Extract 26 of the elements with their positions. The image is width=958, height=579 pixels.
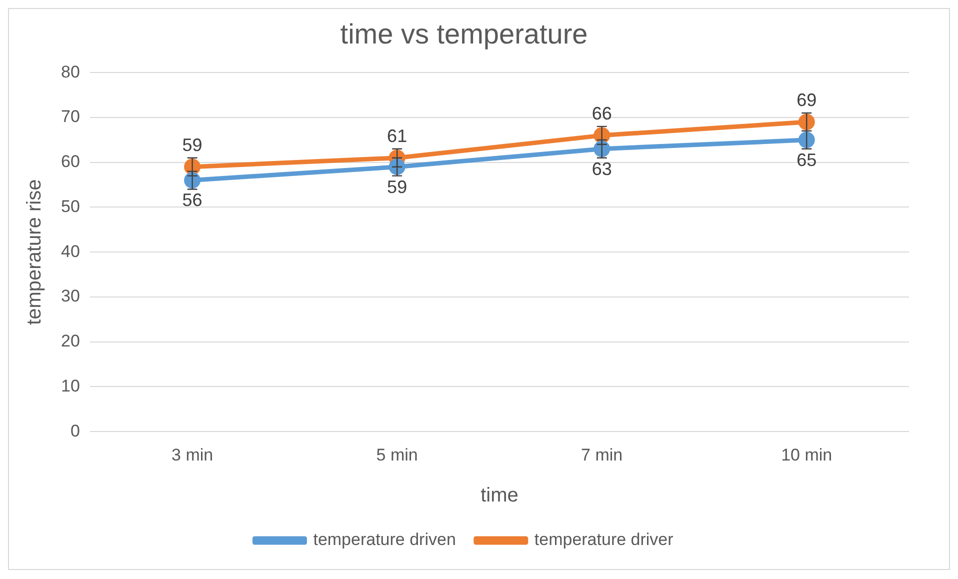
y-tick-label: 20 [60, 332, 80, 351]
data-label: 65 [796, 150, 817, 170]
data-label: 56 [182, 190, 202, 210]
y-tick-label: 10 [60, 376, 80, 396]
data-label: 59 [182, 134, 202, 155]
legend-label: temperature driven [313, 530, 456, 550]
x-tick-label: 5 min [376, 445, 418, 464]
legend-label: temperature driver [534, 530, 674, 550]
y-tick-label: 60 [60, 152, 80, 172]
data-label: 66 [592, 103, 612, 124]
x-tick-label: 7 min [581, 445, 623, 464]
y-axis-title: temperature rise [24, 179, 46, 325]
x-tick-label: 10 min [781, 445, 832, 464]
x-tick-label: 3 min [172, 445, 214, 464]
chart-title: time vs temperature [340, 18, 588, 50]
data-label: 63 [592, 158, 612, 179]
x-axis-title: time [480, 484, 518, 507]
y-tick-label: 0 [70, 421, 80, 440]
y-tick-label: 80 [60, 62, 80, 82]
y-tick-label: 70 [60, 107, 80, 126]
data-label: 61 [387, 126, 408, 146]
data-label: 59 [387, 176, 408, 197]
y-tick-label: 50 [60, 196, 80, 216]
data-label: 69 [796, 90, 817, 110]
y-tick-label: 30 [60, 286, 80, 306]
y-tick-label: 40 [60, 242, 80, 261]
